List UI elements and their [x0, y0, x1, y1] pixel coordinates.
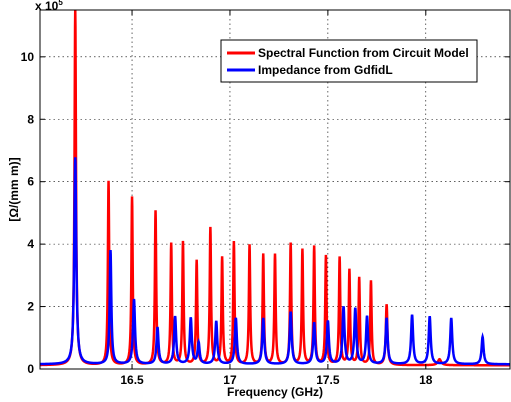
x-tick-label: 17: [223, 373, 237, 387]
axis-ticks: 16.5 17 17.5 18 0 2 4 6 8 10: [21, 10, 510, 387]
series-line-1: [40, 157, 510, 366]
y-tick-label: 0: [27, 362, 34, 376]
x-axis-label: Frequency (GHz): [227, 385, 323, 399]
legend-box: [220, 39, 478, 83]
legend: Spectral Function from Circuit Model Imp…: [220, 39, 478, 83]
y-tick-label: 8: [27, 112, 34, 126]
y-tick-label: 4: [27, 237, 34, 251]
x-tick-label: 18: [419, 373, 433, 387]
legend-label-spectral-function: Spectral Function from Circuit Model: [258, 46, 469, 60]
y-axis-label: [Ω/(mm m)]: [7, 157, 21, 221]
legend-label-impedance: Impedance from GdfidL: [258, 63, 393, 77]
x-tick-label: 17.5: [316, 373, 340, 387]
y-tick-label: 2: [27, 300, 34, 314]
series-lines: [40, 10, 510, 367]
y-tick-label: 6: [27, 175, 34, 189]
x-tick-label: 16.5: [120, 373, 144, 387]
y-exponent-label: x 105: [35, 0, 63, 13]
plot-area-frame: [39, 9, 511, 370]
y-tick-label: 10: [21, 50, 35, 64]
